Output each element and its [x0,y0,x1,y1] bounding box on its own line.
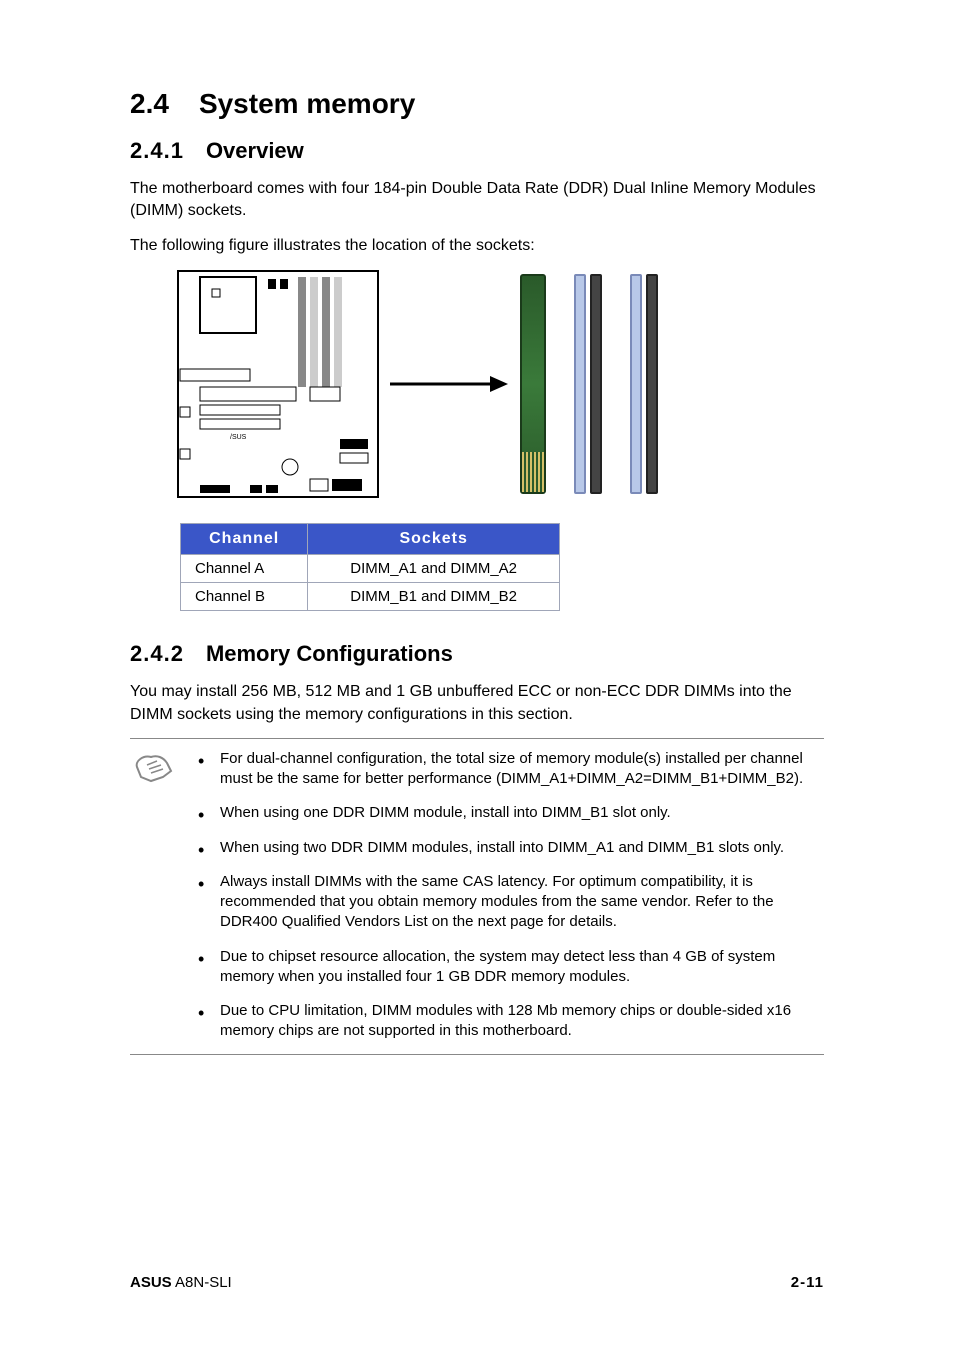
dimm-slot-blue-icon [574,274,586,494]
note-item: When using two DDR DIMM modules, install… [192,838,824,858]
dimm-module-and-slots-graphic [520,274,658,494]
subsection-title: Memory Configurations [206,641,453,667]
table-header-row: Channel Sockets [181,524,560,555]
memcfg-paragraph: You may install 256 MB, 512 MB and 1 GB … [130,681,824,726]
table-row: Channel B DIMM_B1 and DIMM_B2 [181,583,560,611]
table-cell-channel: Channel A [181,555,308,583]
table-row: Channel A DIMM_A1 and DIMM_A2 [181,555,560,583]
note-item: Due to CPU limitation, DIMM modules with… [192,1001,824,1042]
section-heading: 2.4 System memory [130,88,824,120]
table-cell-channel: Channel B [181,583,308,611]
note-item: For dual-channel configuration, the tota… [192,749,824,790]
footer-page-number: 2-11 [791,1274,824,1291]
section-number: 2.4 [130,88,169,120]
subsection-number: 2.4.1 [130,138,184,164]
table-header-sockets: Sockets [308,524,560,555]
overview-paragraph-1: The motherboard comes with four 184-pin … [130,178,824,223]
notes-list: For dual-channel configuration, the tota… [192,749,824,1042]
dimm-slot-pair-2 [630,274,658,494]
table-cell-sockets: DIMM_A1 and DIMM_A2 [308,555,560,583]
dimm-location-figure: /SUS [170,269,824,499]
dimm-slot-blue-icon [630,274,642,494]
ddr-dimm-module-icon [520,274,546,494]
note-item: When using one DDR DIMM module, install … [192,803,824,823]
note-item: Due to chipset resource allocation, the … [192,947,824,988]
motherboard-diagram-icon: /SUS [170,269,390,499]
svg-text:/SUS: /SUS [230,434,247,441]
dimm-slot-pair-1 [574,274,602,494]
table-cell-sockets: DIMM_B1 and DIMM_B2 [308,583,560,611]
dimm-slot-black-icon [590,274,602,494]
overview-paragraph-2: The following figure illustrates the loc… [130,235,824,257]
notes-block: For dual-channel configuration, the tota… [130,738,824,1055]
note-hand-icon [130,749,176,1042]
subsection-heading-memcfg: 2.4.2 Memory Configurations [130,641,824,667]
footer-product: ASUS A8N-SLI [130,1274,232,1291]
page-content: 2.4 System memory 2.4.1 Overview The mot… [0,0,954,1115]
subsection-number: 2.4.2 [130,641,184,667]
footer-model: A8N-SLI [172,1274,232,1291]
dimm-slot-black-icon [646,274,658,494]
channel-socket-table: Channel Sockets Channel A DIMM_A1 and DI… [180,523,560,611]
subsection-heading-overview: 2.4.1 Overview [130,138,824,164]
note-item: Always install DIMMs with the same CAS l… [192,872,824,933]
table-header-channel: Channel [181,524,308,555]
footer-brand: ASUS [130,1274,172,1291]
subsection-title: Overview [206,138,304,164]
section-title: System memory [199,88,415,120]
arrow-icon [390,374,510,394]
page-footer: ASUS A8N-SLI 2-11 [130,1274,824,1291]
